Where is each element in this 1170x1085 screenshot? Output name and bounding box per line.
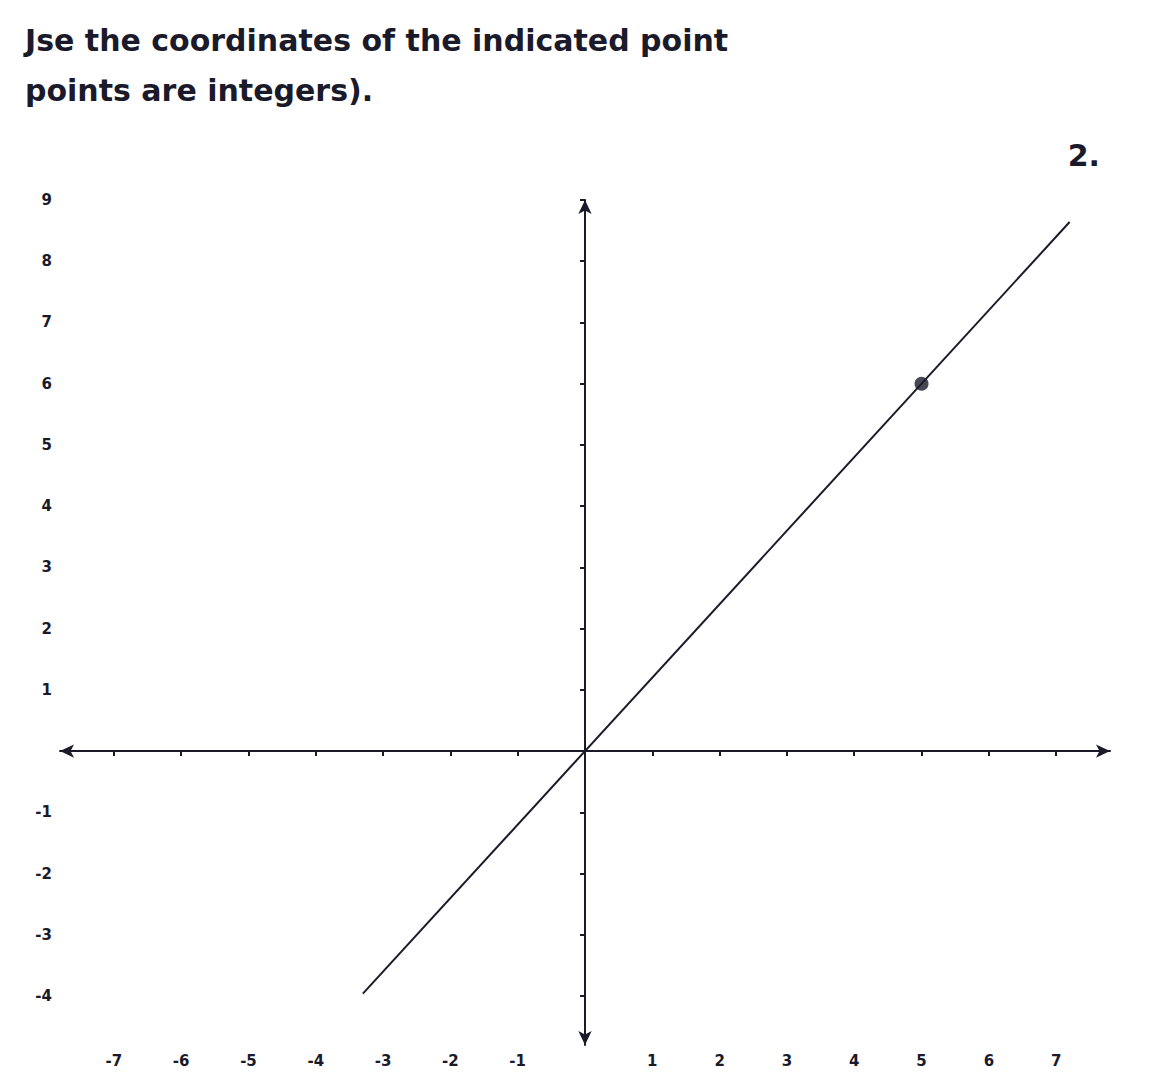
svg-text:3: 3 xyxy=(42,558,52,576)
svg-text:5: 5 xyxy=(42,436,52,454)
svg-text:-1: -1 xyxy=(35,803,52,821)
svg-text:-6: -6 xyxy=(173,1052,190,1070)
svg-text:6: 6 xyxy=(984,1052,994,1070)
svg-text:-4: -4 xyxy=(307,1052,324,1070)
svg-text:9: 9 xyxy=(42,191,52,209)
svg-text:-5: -5 xyxy=(240,1052,257,1070)
svg-text:-1: -1 xyxy=(509,1052,526,1070)
svg-text:-2: -2 xyxy=(35,865,52,883)
svg-text:2: 2 xyxy=(714,1052,724,1070)
svg-text:-7: -7 xyxy=(106,1052,123,1070)
svg-text:1: 1 xyxy=(42,681,52,699)
svg-text:6: 6 xyxy=(42,375,52,393)
svg-text:2: 2 xyxy=(42,620,52,638)
svg-text:-3: -3 xyxy=(35,926,52,944)
svg-text:-4: -4 xyxy=(35,987,52,1005)
svg-text:3: 3 xyxy=(782,1052,792,1070)
svg-text:8: 8 xyxy=(42,252,52,270)
svg-text:5: 5 xyxy=(916,1052,926,1070)
svg-text:4: 4 xyxy=(42,497,52,515)
svg-text:1: 1 xyxy=(647,1052,657,1070)
svg-text:7: 7 xyxy=(42,313,52,331)
svg-text:7: 7 xyxy=(1051,1052,1061,1070)
svg-text:2.: 2. xyxy=(1068,138,1100,173)
svg-text:4: 4 xyxy=(849,1052,859,1070)
svg-text:-2: -2 xyxy=(442,1052,459,1070)
svg-text:Jse the coordinates of the ind: Jse the coordinates of the indicated poi… xyxy=(23,23,728,58)
svg-text:points are integers).: points are integers). xyxy=(25,73,373,108)
svg-text:-3: -3 xyxy=(375,1052,392,1070)
